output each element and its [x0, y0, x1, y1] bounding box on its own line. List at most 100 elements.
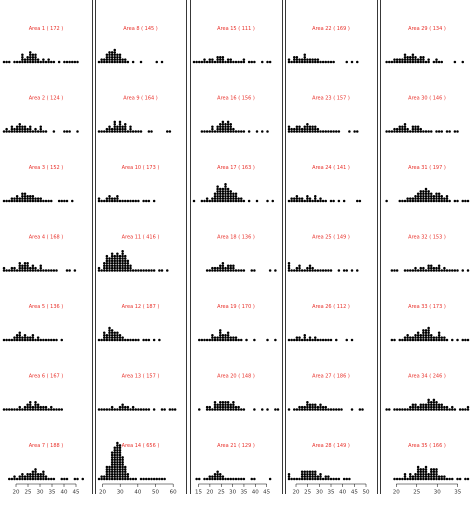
dot [435, 405, 438, 409]
dot [314, 58, 317, 61]
dot [205, 338, 209, 342]
dot [213, 197, 217, 200]
dot [448, 408, 451, 411]
dot [324, 475, 327, 478]
dot [240, 477, 243, 481]
dot [298, 197, 301, 200]
dot [131, 199, 135, 203]
dot [411, 55, 415, 59]
dot [39, 266, 42, 270]
dot [42, 405, 45, 409]
dot [221, 333, 225, 337]
dot [287, 127, 291, 131]
dot [113, 465, 116, 469]
dot [409, 405, 412, 409]
dot [39, 127, 42, 131]
dot [414, 197, 417, 200]
tick-label: 20 [293, 490, 300, 496]
dot [432, 194, 436, 198]
dot [385, 130, 388, 133]
dot [26, 408, 29, 411]
dot [226, 269, 230, 272]
dot [229, 130, 232, 133]
dot [298, 338, 301, 342]
dot [435, 58, 438, 61]
dot [134, 269, 137, 272]
dot [388, 130, 391, 133]
dot [314, 125, 317, 128]
dot [395, 477, 399, 481]
dot [261, 408, 264, 411]
dot [124, 60, 127, 64]
dot [224, 60, 227, 64]
dot [427, 477, 430, 481]
dot [124, 58, 127, 61]
dot [110, 338, 114, 342]
dot [329, 130, 333, 133]
dot [23, 130, 27, 133]
panel-area-34: Area 34 ( 246 ) [385, 374, 470, 411]
dot [437, 475, 441, 478]
dot [332, 60, 335, 64]
dot [224, 338, 227, 342]
dot [103, 266, 106, 270]
dot [29, 336, 32, 339]
dot [221, 269, 225, 272]
dot [18, 123, 21, 126]
dot [221, 475, 225, 478]
dot [308, 60, 312, 64]
dot [26, 477, 29, 481]
tick-label: 30 [316, 490, 323, 496]
dot [303, 470, 306, 474]
dot [121, 465, 124, 469]
dot [23, 197, 27, 200]
dot [250, 477, 253, 481]
dot [34, 130, 37, 133]
dot [15, 408, 19, 411]
dot [139, 130, 143, 133]
dot [414, 127, 417, 131]
dot [308, 199, 312, 203]
dot [224, 405, 227, 409]
dot [152, 338, 156, 342]
dot [437, 197, 441, 200]
dot [287, 262, 291, 265]
dot [416, 127, 420, 131]
dot [430, 401, 433, 404]
dot [118, 269, 122, 272]
dot [110, 458, 114, 462]
panel-area-23: Area 23 ( 157 ) [287, 96, 359, 133]
dot [240, 408, 243, 411]
dot [314, 60, 317, 64]
dot [221, 127, 225, 131]
dot [221, 58, 225, 61]
dot [287, 338, 291, 342]
dot [411, 130, 415, 133]
panel-title: Area 3 ( 152 ) [29, 165, 64, 171]
dot [435, 472, 438, 476]
dot [306, 269, 309, 272]
dot [63, 130, 66, 133]
dot [124, 269, 127, 272]
dot [308, 405, 312, 409]
dot [108, 259, 111, 263]
dot [303, 60, 306, 64]
dot [311, 408, 314, 411]
dot [205, 269, 209, 272]
dot [116, 468, 119, 471]
dot [147, 269, 151, 272]
dot [293, 269, 296, 272]
dot [432, 401, 436, 404]
dot [226, 264, 230, 267]
dot [23, 60, 27, 64]
dot [409, 58, 412, 61]
dot [26, 403, 29, 406]
dot [113, 125, 116, 128]
dot [36, 475, 40, 478]
dot [18, 262, 21, 265]
panel-area-19: Area 19 ( 170 ) [198, 304, 277, 342]
dot [39, 475, 42, 478]
dot [298, 264, 301, 267]
dot [306, 403, 309, 406]
dot [340, 408, 343, 411]
